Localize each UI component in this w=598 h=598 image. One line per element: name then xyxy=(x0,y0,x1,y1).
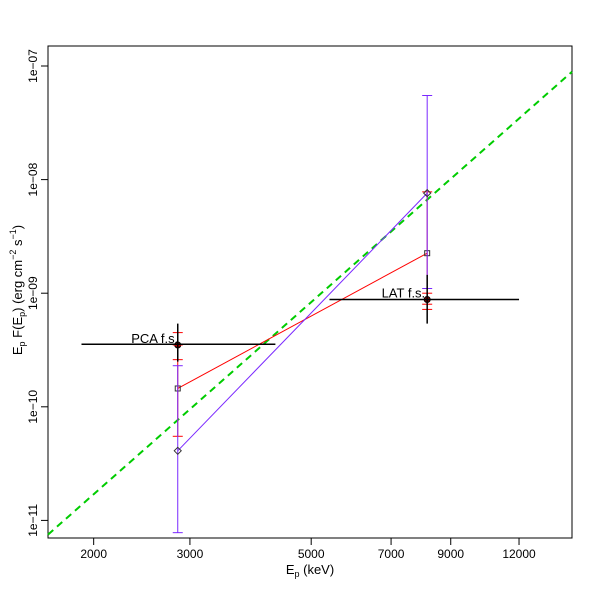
x-tick-label-4: 9000 xyxy=(437,547,464,561)
y-tick-label-2: 1e−09 xyxy=(26,276,40,310)
fixed-points-layer xyxy=(81,274,520,362)
series-2-line xyxy=(177,192,428,452)
x-axis-label: Ep (keV) xyxy=(286,562,334,579)
series-1-line xyxy=(177,252,428,389)
x-axis: 2000 3000 5000 7000 9000 12000 xyxy=(80,537,536,561)
x-tick-label-5: 12000 xyxy=(502,547,536,561)
y-tick-label-0: 1e−11 xyxy=(26,504,40,537)
y-axis: 1e−11 1e−10 1e−09 1e−08 1e−07 xyxy=(26,49,49,537)
series-2-point xyxy=(173,446,182,455)
annotations-layer: PCA f.s. LAT f.s. xyxy=(131,286,425,346)
y-axis-label: Ep F(Ep) (erg cm−2 s−1) xyxy=(8,225,27,355)
series-2-point xyxy=(422,188,432,198)
y-tick-label-4: 1e−07 xyxy=(26,49,40,83)
x-axis-label-tail: (keV) xyxy=(300,562,335,577)
x-axis-label-sub: p xyxy=(294,569,299,579)
x-axis-label-main: E xyxy=(286,562,295,577)
y-tick-label-3: 1e−08 xyxy=(26,162,40,196)
plot-frame xyxy=(47,45,573,539)
x-tick-label-3: 7000 xyxy=(378,547,405,561)
x-tick-label-0: 2000 xyxy=(80,547,107,561)
fit-line xyxy=(47,71,573,536)
series-layer xyxy=(172,94,433,534)
annotation-0: PCA f.s. xyxy=(131,331,178,346)
x-tick-label-2: 5000 xyxy=(298,547,325,561)
x-tick-label-1: 3000 xyxy=(177,547,204,561)
fit-line-layer xyxy=(47,71,573,536)
y-tick-label-1: 1e−10 xyxy=(26,390,40,424)
annotation-1: LAT f.s. xyxy=(382,286,426,301)
